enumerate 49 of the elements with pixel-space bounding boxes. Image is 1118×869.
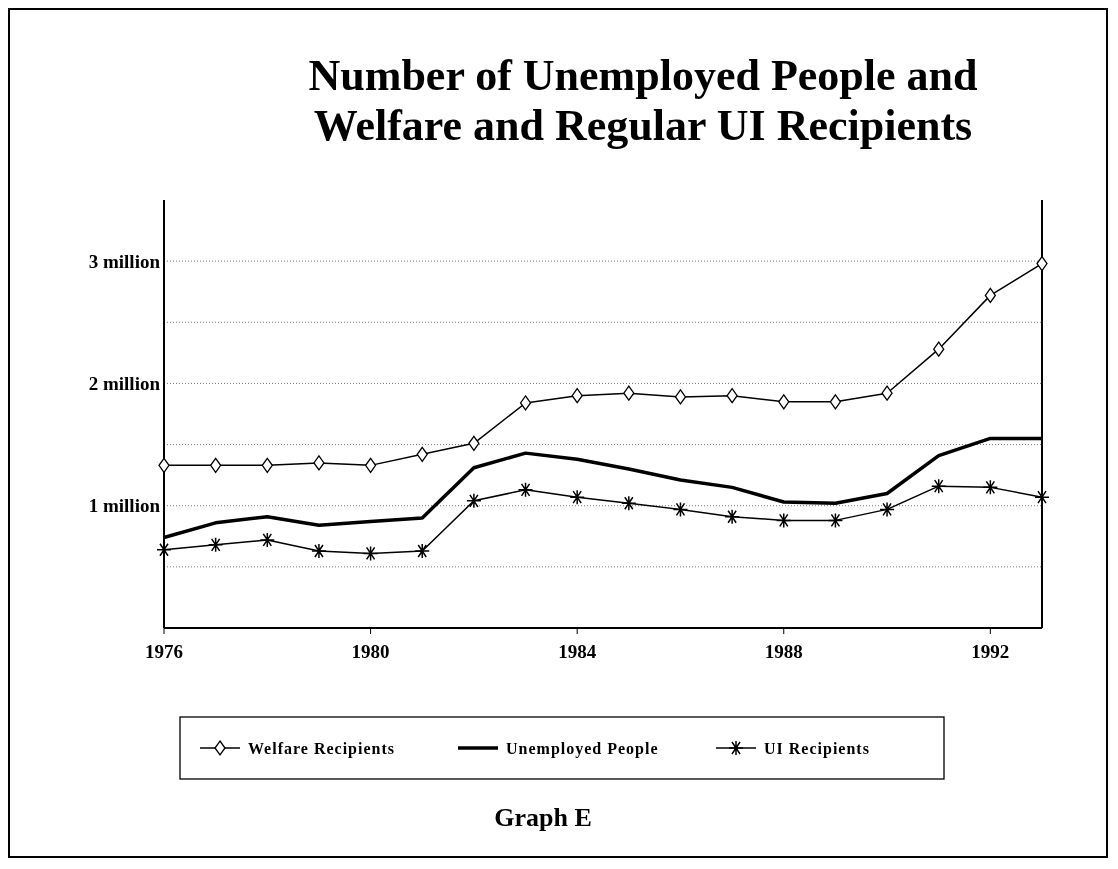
point — [210, 457, 222, 474]
point — [156, 541, 172, 558]
point — [982, 479, 999, 496]
point — [466, 493, 482, 509]
point — [930, 478, 947, 494]
x-tick-label: 1984 — [558, 641, 597, 662]
point — [879, 501, 895, 518]
point — [207, 537, 224, 553]
point — [623, 385, 635, 401]
point — [416, 446, 428, 462]
legend-label: Unemployed People — [506, 739, 659, 758]
point — [519, 395, 532, 411]
point — [259, 532, 276, 548]
text: Graph E — [494, 803, 592, 832]
y-tick-label: 3 million — [88, 250, 161, 272]
point — [362, 545, 379, 562]
point — [621, 495, 637, 512]
y-tick-label: 1 million — [88, 495, 161, 517]
point — [881, 385, 893, 401]
point — [414, 543, 430, 559]
point — [829, 394, 842, 410]
point — [517, 482, 534, 498]
point — [778, 394, 790, 410]
point — [724, 508, 740, 525]
legend-label: Welfare Recipients — [248, 739, 396, 758]
point — [261, 457, 273, 474]
point — [984, 287, 996, 304]
point — [726, 388, 738, 404]
x-tick-label: 1980 — [351, 641, 390, 662]
point — [311, 543, 327, 559]
y-tick-label: 2 million — [88, 373, 161, 395]
point — [933, 341, 945, 357]
point — [158, 457, 170, 474]
legend-label: UI Recipients — [764, 739, 870, 758]
x-tick-label: 1992 — [971, 641, 1010, 662]
point — [1036, 255, 1048, 272]
point — [569, 489, 585, 505]
point — [364, 457, 377, 474]
point — [827, 512, 844, 529]
point — [468, 435, 480, 451]
point — [1034, 489, 1050, 505]
x-tick-label: 1976 — [145, 641, 183, 662]
chart-title: Number of Unemployed People and Welfare and Regular UI Recipients — [308, 51, 978, 150]
point — [672, 501, 689, 518]
point — [571, 388, 583, 404]
point — [776, 512, 792, 529]
point — [313, 455, 325, 471]
point — [674, 389, 687, 405]
x-tick-label: 1988 — [764, 641, 803, 662]
